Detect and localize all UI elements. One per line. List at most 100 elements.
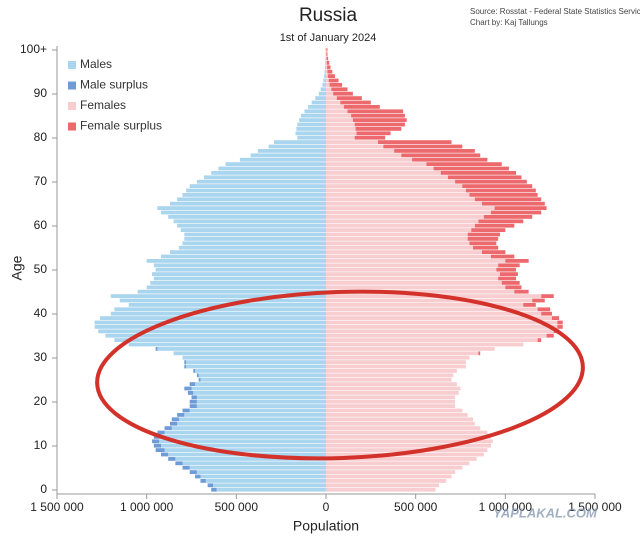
bar (326, 298, 533, 303)
bar (186, 188, 326, 193)
surplus-bar (168, 457, 176, 461)
surplus-bar (169, 421, 178, 426)
bar (326, 399, 456, 404)
bar (239, 157, 326, 162)
bar (326, 443, 491, 448)
surplus-bar (189, 382, 196, 386)
bar (326, 87, 332, 92)
bar (326, 320, 558, 325)
surplus-bar (546, 333, 554, 338)
y-tick-label: 80 (34, 130, 48, 144)
bar (326, 342, 524, 347)
bar (326, 360, 466, 364)
surplus-bar (505, 285, 522, 290)
surplus-bar (433, 166, 509, 171)
surplus-bar (467, 232, 500, 237)
surplus-bar (184, 364, 187, 369)
legend-label: Males (80, 57, 112, 71)
bar (326, 210, 491, 215)
bar (326, 395, 456, 400)
bar (119, 298, 327, 303)
surplus-bar (473, 245, 499, 250)
bar (326, 465, 463, 470)
surplus-bar (155, 347, 158, 351)
surplus-bar (354, 122, 405, 127)
surplus-bar (474, 223, 515, 228)
surplus-bar (469, 193, 538, 197)
bar (250, 153, 326, 158)
bar (191, 386, 326, 391)
surplus-bar (383, 144, 463, 149)
surplus-bar (182, 408, 190, 413)
surplus-bar (326, 52, 328, 56)
bar (98, 329, 326, 334)
bar (164, 430, 326, 435)
legend-swatch (68, 122, 76, 131)
surplus-bar (352, 118, 407, 122)
bar (326, 289, 515, 294)
bar (296, 127, 326, 131)
surplus-bar (490, 254, 515, 259)
bar (326, 382, 457, 386)
bar (155, 267, 326, 272)
bar (326, 470, 456, 474)
bar (169, 201, 326, 206)
bar (200, 474, 326, 479)
bar (326, 197, 475, 202)
surplus-bar (189, 470, 197, 474)
bar (326, 391, 459, 395)
x-tick-label: 500 000 (394, 500, 438, 514)
bar (137, 289, 326, 294)
surplus-bar (557, 320, 563, 325)
legend-swatch (68, 102, 76, 110)
bar (323, 78, 326, 83)
bar (326, 281, 502, 285)
bar (326, 408, 463, 413)
surplus-bar (557, 325, 563, 329)
bars (94, 47, 563, 492)
surplus-bar (153, 443, 162, 448)
bar (326, 439, 493, 444)
bar (196, 399, 326, 404)
bar (326, 377, 452, 382)
bar (164, 448, 326, 452)
bar (326, 157, 413, 162)
bar (152, 272, 326, 276)
surplus-bar (455, 179, 527, 184)
bar (180, 228, 326, 232)
bar (326, 74, 328, 78)
bar (326, 430, 488, 435)
bar (326, 329, 554, 334)
bar (189, 184, 326, 188)
y-tick-label: 10 (34, 438, 48, 452)
bar (110, 311, 326, 316)
bar (94, 320, 326, 325)
surplus-bar (155, 448, 165, 452)
x-axis-label: Population (293, 518, 359, 534)
bar (326, 96, 337, 100)
bar (304, 109, 326, 114)
surplus-bar (193, 369, 196, 373)
bar (326, 237, 468, 241)
bar (325, 47, 326, 52)
surplus-bar (184, 386, 192, 391)
surplus-bar (499, 272, 518, 276)
surplus-bar (187, 391, 194, 395)
bar (161, 210, 326, 215)
y-tick-label: 0 (40, 482, 47, 496)
y-axis-label: Age (9, 255, 25, 280)
bar (114, 338, 327, 342)
bar (326, 417, 474, 422)
surplus-bar (175, 461, 183, 466)
bar (157, 206, 326, 210)
surplus-bar (501, 281, 520, 285)
watermark: YAPLAKAL.COM (493, 505, 598, 520)
bar (297, 135, 326, 140)
surplus-bar (537, 307, 551, 312)
bar (326, 404, 456, 408)
surplus-bar (326, 56, 329, 61)
surplus-bar (523, 303, 536, 307)
bar (100, 316, 326, 320)
bar (150, 281, 326, 285)
x-tick-label: 1 000 000 (479, 500, 533, 514)
